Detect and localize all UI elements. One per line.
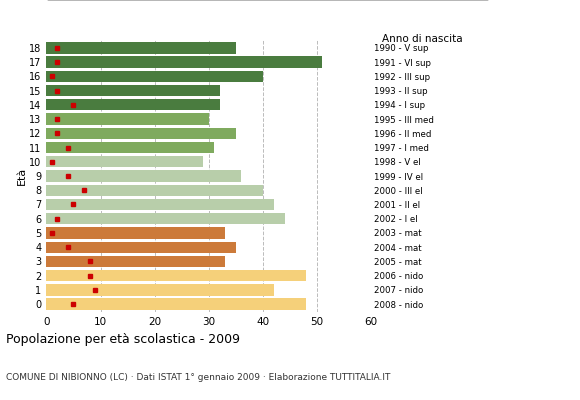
- Bar: [46, 270, 306, 281]
- Y-axis label: Età: Età: [16, 167, 26, 185]
- Bar: [46, 99, 220, 110]
- Bar: [46, 213, 285, 224]
- Bar: [46, 199, 274, 210]
- Text: Anno di nascita: Anno di nascita: [382, 34, 462, 44]
- Bar: [46, 227, 225, 239]
- Bar: [46, 85, 220, 96]
- Bar: [46, 298, 306, 310]
- Text: COMUNE DI NIBIONNO (LC) · Dati ISTAT 1° gennaio 2009 · Elaborazione TUTTITALIA.I: COMUNE DI NIBIONNO (LC) · Dati ISTAT 1° …: [6, 373, 390, 382]
- Bar: [46, 156, 204, 168]
- Bar: [46, 242, 236, 253]
- Text: Popolazione per età scolastica - 2009: Popolazione per età scolastica - 2009: [6, 333, 240, 346]
- Bar: [46, 170, 241, 182]
- Bar: [46, 128, 236, 139]
- Bar: [46, 284, 274, 296]
- Bar: [46, 42, 236, 54]
- Bar: [46, 184, 263, 196]
- Bar: [46, 56, 322, 68]
- Bar: [46, 113, 209, 125]
- Bar: [46, 71, 263, 82]
- Bar: [46, 256, 225, 267]
- Bar: [46, 142, 214, 153]
